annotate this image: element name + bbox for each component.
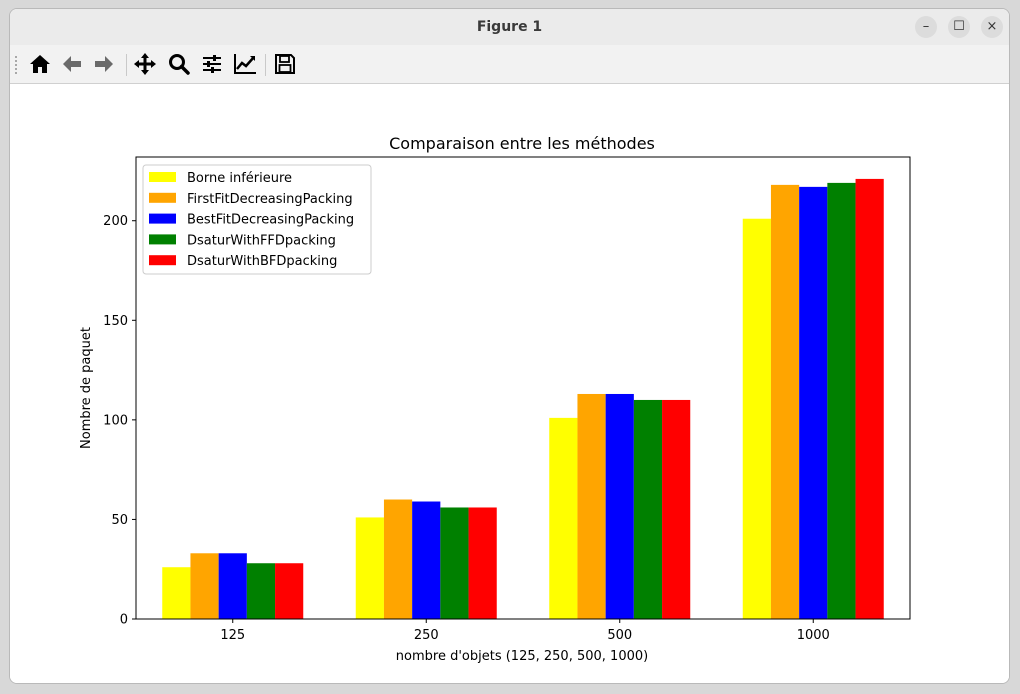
floppy-disk-icon	[275, 54, 295, 74]
y-axis-label: Nombre de paquet	[79, 327, 94, 449]
bar	[605, 393, 634, 619]
bar	[742, 218, 771, 620]
bar	[855, 178, 884, 619]
navigation-toolbar	[10, 45, 1009, 84]
x-tick-label: 125	[220, 628, 245, 643]
legend-label: Borne inférieure	[187, 171, 292, 186]
bar	[275, 563, 304, 619]
zoom-button[interactable]	[166, 51, 192, 77]
bar-chart: Comparaison entre les méthodes 0 50 100 150…	[79, 134, 911, 664]
legend-label: BestFitDecreasingPacking	[187, 213, 354, 228]
forward-button[interactable]	[91, 51, 117, 77]
close-button[interactable]: ×	[981, 16, 1003, 38]
legend-label: DsaturWithFFDpacking	[187, 233, 336, 248]
pan-button[interactable]	[132, 51, 158, 77]
legend-swatch	[149, 172, 176, 182]
bar	[662, 399, 691, 619]
bar	[162, 567, 191, 619]
toolbar-separator	[265, 54, 266, 76]
y-tick-label: 50	[111, 513, 128, 528]
bar	[218, 553, 247, 619]
maximize-button[interactable]: ☐	[948, 16, 970, 38]
bar	[190, 553, 219, 619]
arrow-right-icon	[95, 56, 113, 72]
bar	[577, 393, 606, 619]
y-tick-label: 100	[103, 413, 128, 428]
legend-label: DsaturWithBFDpacking	[187, 254, 337, 269]
line-chart-icon	[234, 54, 256, 74]
move-icon	[134, 53, 156, 75]
legend: Borne inférieure FirstFitDecreasingPackin…	[142, 164, 372, 275]
y-tick-label: 0	[120, 613, 128, 628]
bar	[440, 507, 469, 619]
y-tick-label: 150	[103, 314, 128, 329]
magnifier-icon	[169, 54, 190, 75]
bar	[799, 186, 828, 619]
bar	[549, 417, 578, 619]
figure-window: Figure 1 – ☐ ×	[9, 8, 1010, 684]
home-button[interactable]	[27, 51, 53, 77]
x-tick-label: 1000	[797, 628, 830, 643]
bar	[770, 184, 800, 619]
configure-subplots-button[interactable]	[199, 51, 225, 77]
chart-title: Comparaison entre les méthodes	[389, 134, 655, 153]
bar	[468, 507, 497, 619]
legend-frame	[142, 164, 372, 275]
x-tick-label: 250	[414, 628, 439, 643]
bar	[412, 501, 441, 619]
window-title: Figure 1	[476, 19, 543, 35]
bar	[633, 399, 663, 619]
bar	[355, 517, 384, 619]
sliders-icon	[203, 55, 221, 73]
edit-axis-button[interactable]	[232, 51, 258, 77]
bar	[827, 182, 856, 619]
minimize-button[interactable]: –	[915, 16, 937, 38]
legend-swatch	[149, 255, 176, 266]
back-button[interactable]	[59, 51, 85, 77]
arrow-left-icon	[63, 56, 81, 72]
x-axis-label: nombre d'objets (125, 250, 500, 1000)	[396, 649, 648, 664]
legend-swatch	[149, 234, 176, 245]
legend-label: FirstFitDecreasingPacking	[187, 192, 353, 207]
save-button[interactable]	[272, 51, 298, 77]
x-tick-label: 500	[607, 628, 632, 643]
bar	[246, 563, 276, 619]
title-bar[interactable]: Figure 1 – ☐ ×	[10, 9, 1009, 46]
legend-swatch	[149, 192, 176, 203]
y-tick-label: 200	[103, 214, 128, 229]
home-icon	[30, 55, 50, 73]
plot-canvas[interactable]: Comparaison entre les méthodes 0 50 100 150…	[10, 84, 1009, 683]
axes-frame	[135, 156, 911, 620]
legend-swatch	[149, 213, 176, 224]
toolbar-grip[interactable]	[15, 56, 19, 74]
toolbar-separator	[126, 54, 127, 76]
bar	[383, 499, 413, 619]
